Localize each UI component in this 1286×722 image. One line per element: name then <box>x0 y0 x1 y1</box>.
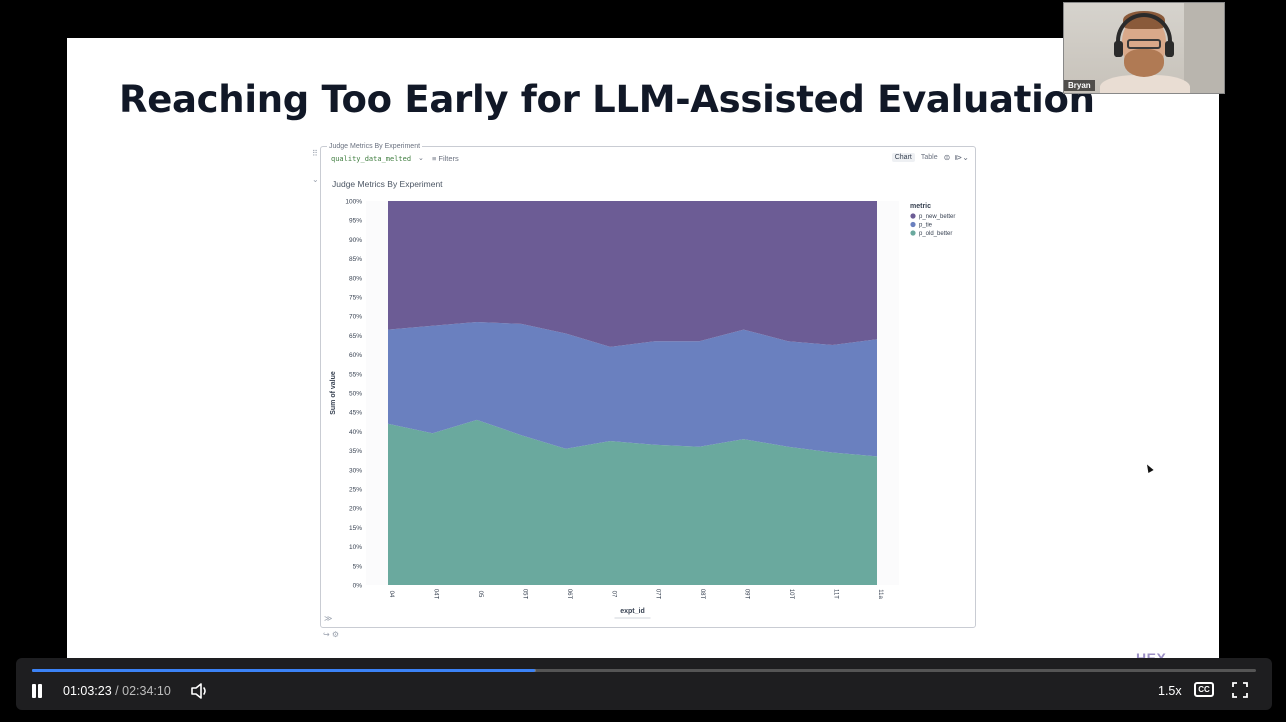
x-tick-label: 06T <box>566 589 572 600</box>
settings-gear-icon: ↪ ⚙ <box>323 630 340 639</box>
filters-label: Filters <box>438 154 459 163</box>
x-tick-label: 07 <box>610 591 616 598</box>
area-series-p_new_better <box>388 201 877 347</box>
x-tick-label: 09T <box>744 589 750 600</box>
cell-label: Judge Metrics By Experiment <box>327 143 423 150</box>
y-tick-label: 65% <box>349 333 362 340</box>
drag-handle-icon: ⠿ <box>312 149 318 158</box>
tab-chart: Chart <box>891 153 915 162</box>
time-separator: / <box>115 684 119 698</box>
y-tick-label: 20% <box>349 506 362 513</box>
y-tick-label: 10% <box>349 544 362 551</box>
y-tick-label: 30% <box>349 467 362 474</box>
legend-swatch-p_new_better <box>910 213 916 219</box>
webcam-feed: Bryan <box>1063 2 1225 94</box>
legend-title: metric <box>910 203 931 210</box>
slide-title: Reaching Too Early for LLM-Assisted Eval… <box>119 78 1095 121</box>
x-axis-label: expt_id <box>620 608 645 615</box>
y-axis-label: Sum of value <box>330 371 337 415</box>
y-tick-label: 25% <box>349 487 362 494</box>
legend-label-p_tie: p_tie <box>919 223 933 229</box>
pause-button[interactable] <box>30 684 44 698</box>
x-tick-label: 05T <box>521 589 527 600</box>
legend-label-p_new_better: p_new_better <box>919 214 955 220</box>
x-tick-label: 04 <box>388 591 394 598</box>
collapse-chevron-icon: ⌄ <box>312 175 319 184</box>
y-tick-label: 5% <box>353 563 363 570</box>
x-tick-label: 11T <box>833 589 839 599</box>
fullscreen-icon[interactable] <box>1232 682 1248 698</box>
volume-icon[interactable] <box>190 683 210 699</box>
legend-swatch-p_old_better <box>910 230 916 236</box>
y-tick-label: 90% <box>349 237 362 244</box>
y-tick-label: 80% <box>349 275 362 282</box>
filters-button: ≡ Filters <box>432 154 459 163</box>
layout-icon: ⧐⌄ <box>954 153 969 162</box>
x-tick-label: 05 <box>477 591 483 598</box>
progress-played <box>32 669 536 672</box>
current-time: 01:03:23 <box>63 684 112 698</box>
y-tick-label: 55% <box>349 371 362 378</box>
hex-chart-cell: Judge Metrics By Experiment ⠿ ⌄ quality_… <box>312 143 976 628</box>
webcam-name-tag: Bryan <box>1064 80 1095 91</box>
database-icon: ⊜ <box>943 153 951 162</box>
chart-title: Judge Metrics By Experiment <box>332 179 443 189</box>
chevron-down-icon: ⌄ <box>418 155 424 162</box>
duration: 02:34:10 <box>122 684 171 698</box>
captions-button[interactable]: CC <box>1194 682 1214 697</box>
progress-bar[interactable] <box>32 669 1256 672</box>
legend-swatch-p_tie <box>910 221 916 228</box>
y-tick-label: 15% <box>349 525 362 532</box>
area-chart: 0% 5% 10% 15% 20% 25% 30% 35% 40% 45% 50% 55% 60% 65%… <box>330 199 955 619</box>
tab-table: Table <box>920 154 938 161</box>
area-series-p_tie <box>388 322 877 457</box>
playback-speed-button[interactable]: 1.5x <box>1158 684 1182 698</box>
cam-person-shirt <box>1100 75 1190 93</box>
time-display: 01:03:23 / 02:34:10 <box>63 684 171 698</box>
cam-headset <box>1116 13 1172 57</box>
x-tick-label: 10T <box>788 589 794 600</box>
y-tick-label: 40% <box>349 429 362 436</box>
dataframe-selector: quality_data_melted <box>331 155 412 163</box>
x-tick-label: 04T <box>432 589 438 600</box>
y-tick-label: 45% <box>349 410 362 417</box>
y-tick-label: 50% <box>349 391 362 398</box>
y-tick-label: 35% <box>349 448 362 455</box>
filter-icon: ≡ <box>432 154 437 163</box>
cam-headset-ear-left <box>1114 41 1123 57</box>
y-tick-label: 95% <box>349 218 362 225</box>
x-tick-label: 11a <box>877 589 883 599</box>
y-tick-label: 75% <box>349 295 362 302</box>
y-tick-label: 85% <box>349 256 362 263</box>
presentation-slide: Reaching Too Early for LLM-Assisted Eval… <box>67 38 1219 666</box>
legend-label-p_old_better: p_old_better <box>919 231 952 237</box>
cam-background <box>1184 3 1224 93</box>
area-series-p_old_better <box>388 419 877 585</box>
y-tick-label: 100% <box>345 199 362 206</box>
y-tick-label: 60% <box>349 352 362 359</box>
player-controls: 01:03:23 / 02:34:10 1.5x CC <box>16 658 1272 710</box>
cam-headset-ear-right <box>1165 41 1174 57</box>
y-tick-label: 0% <box>353 583 363 590</box>
x-tick-label: 08T <box>699 589 705 600</box>
expand-icon: ≫ <box>324 614 333 623</box>
x-tick-label: 07T <box>655 589 661 600</box>
view-toggle: Chart Table ⊜ ⧐⌄ <box>891 153 969 162</box>
y-tick-label: 70% <box>349 314 362 321</box>
